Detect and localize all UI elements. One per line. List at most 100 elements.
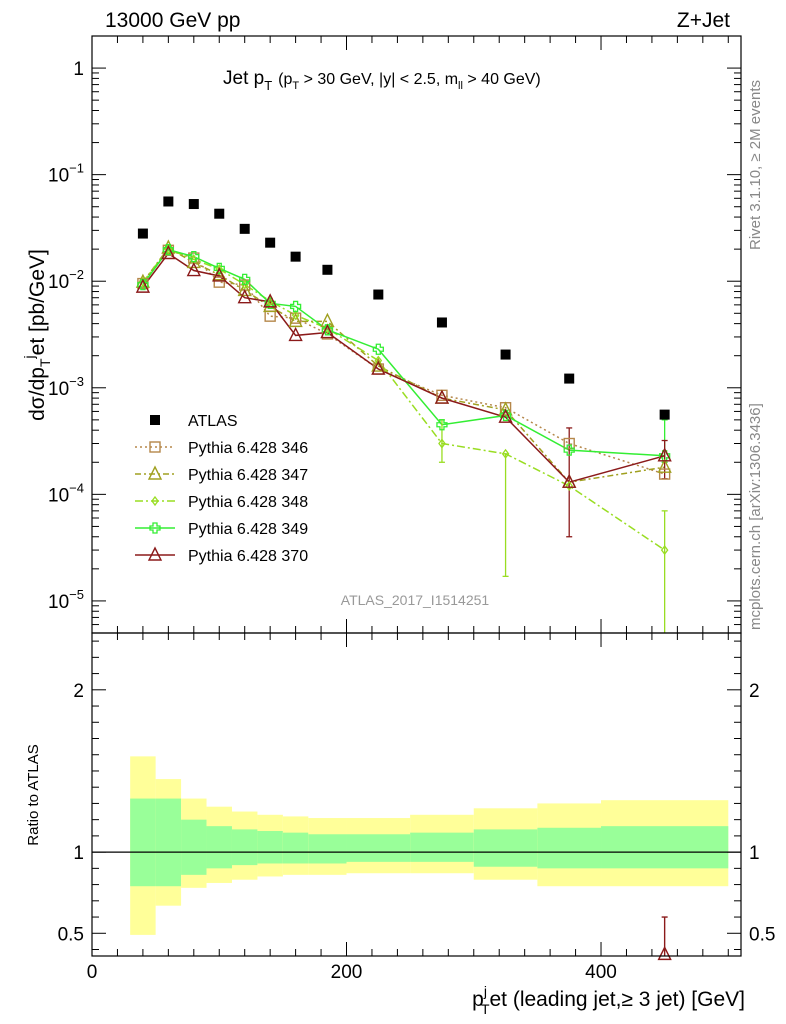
data-point-marker xyxy=(291,310,300,321)
data-point-marker xyxy=(137,228,148,239)
main-y-tick-label-base: 10 xyxy=(48,166,69,187)
data-point-marker xyxy=(186,253,201,269)
data-point-marker xyxy=(658,468,671,480)
data-point-marker xyxy=(289,300,302,313)
watermark: ATLAS_2017_I1514251 xyxy=(341,592,490,608)
data-point-marker xyxy=(501,448,510,459)
data-point-marker xyxy=(188,251,200,263)
x-axis-label-sup: j xyxy=(483,983,487,999)
main-y-tick-label-base: 10 xyxy=(48,379,69,400)
x-axis-ticks: 0 200 400 xyxy=(87,36,729,983)
data-point-marker xyxy=(263,293,278,308)
data-point-marker xyxy=(500,349,511,360)
data-point-marker xyxy=(436,419,448,431)
plot-title-cuts-b-sub: ll xyxy=(458,80,463,92)
plot-title-cuts-c: > 40 GeV) xyxy=(463,71,541,88)
series-line xyxy=(142,249,665,475)
data-point-marker xyxy=(264,297,276,309)
data-point-marker xyxy=(321,328,334,340)
main-y-tick-label: 10−2 xyxy=(48,267,84,293)
data-point-marker xyxy=(288,326,303,342)
data-point-marker xyxy=(149,522,161,534)
data-point-marker xyxy=(265,237,276,248)
data-point-marker xyxy=(434,389,450,404)
data-point-marker xyxy=(565,480,574,491)
data-point-marker xyxy=(374,355,383,366)
data-point-marker xyxy=(239,223,250,234)
data-point-marker xyxy=(212,267,227,282)
data-point-marker xyxy=(322,264,333,275)
data-point-marker xyxy=(498,401,513,416)
main-y-tick-label-exp: −2 xyxy=(69,267,84,282)
data-point-marker xyxy=(564,373,575,384)
ratio-y-tick-label-right: 1 xyxy=(749,843,760,864)
legend-label: Pythia 6.428 370 xyxy=(188,548,308,565)
main-panel: 110−110−210−310−410−5 Jet pT (pT > 30 GeV… xyxy=(48,35,742,634)
main-y-tick-label-exp: −1 xyxy=(69,161,84,176)
x-tick-label: 0 xyxy=(87,962,98,983)
data-point-marker xyxy=(562,473,577,488)
ratio-point-marker xyxy=(657,945,672,961)
ratio-band-inner xyxy=(206,826,232,869)
legend: ATLAS Pythia 6.428 346 Pythia 6.428 347 Pyt… xyxy=(135,413,308,565)
x-tick-label: 400 xyxy=(585,962,617,983)
ratio-band-inner xyxy=(601,826,729,869)
data-point-marker xyxy=(436,317,447,328)
y-axis-label-main-sup: j xyxy=(21,355,37,359)
data-point-marker xyxy=(660,544,669,556)
data-point-marker xyxy=(213,276,225,288)
ratio-band-inner xyxy=(257,831,283,864)
x-axis-label-sub: T xyxy=(481,1001,490,1017)
main-y-tick-label-base: 10 xyxy=(48,485,69,506)
data-point-marker xyxy=(373,289,384,300)
ratio-band-inner xyxy=(231,829,258,866)
legend-label: Pythia 6.428 348 xyxy=(188,494,308,511)
plot-title-main-sub: T xyxy=(264,78,272,93)
data-point-marker xyxy=(657,458,672,473)
main-y-tick-label: 10−4 xyxy=(48,480,84,506)
data-point-marker xyxy=(563,437,575,450)
x-tick-label: 200 xyxy=(331,962,363,983)
data-point-marker xyxy=(186,261,201,277)
ratio-y-tick-label-left: 1 xyxy=(73,843,84,864)
main-y-tick-label: 10−5 xyxy=(48,587,84,613)
data-point-marker xyxy=(264,310,276,322)
data-point-marker xyxy=(149,441,161,453)
ratio-band-inner xyxy=(282,832,309,864)
data-point-marker xyxy=(214,208,225,219)
plot-title-cuts-a: (p xyxy=(278,71,292,88)
side-label-mcplots: mcplots.cern.ch [arXiv:1306.3436] xyxy=(747,403,764,630)
main-y-tick-label-exp: −3 xyxy=(69,374,84,389)
data-point-marker xyxy=(147,465,163,480)
ratio-y-tick-label-left: 0.5 xyxy=(58,924,84,945)
y-axis-label-main-base: dσ/dp xyxy=(26,367,49,421)
data-point-marker xyxy=(135,278,151,293)
y-axis-label-main-rest: et [pb/GeV] xyxy=(26,249,49,355)
ratio-y-tick-label-right: 0.5 xyxy=(749,924,775,945)
legend-label: Pythia 6.428 349 xyxy=(188,521,308,538)
header-right: Z+Jet xyxy=(677,9,730,32)
series-line xyxy=(142,252,665,484)
main-plot-layer xyxy=(135,196,672,633)
ratio-band-inner xyxy=(155,798,182,887)
ratio-band-inner xyxy=(181,819,207,875)
data-point-marker xyxy=(239,273,251,286)
ratio-band-inner xyxy=(308,834,347,864)
main-y-tick-label-base: 1 xyxy=(73,59,84,80)
data-point-marker xyxy=(162,243,175,256)
plot-title-cuts-a-sub: T xyxy=(292,80,299,92)
x-axis-label-rest: et (leading jet,≥ 3 jet) [GeV] xyxy=(490,988,746,1011)
x-axis-label-base: p xyxy=(472,988,484,1011)
data-point-marker xyxy=(371,360,386,375)
main-y-tick-label-exp: −4 xyxy=(69,480,84,495)
ratio-panel-frame xyxy=(91,632,742,957)
main-y-tick-label-base: 10 xyxy=(48,592,69,613)
ratio-band-inner xyxy=(537,827,602,869)
data-point-marker xyxy=(657,447,672,462)
main-y-tick-label: 10−1 xyxy=(48,161,84,187)
data-point-marker xyxy=(161,244,176,260)
data-point-marker xyxy=(237,289,252,304)
side-label-rivet: Rivet 3.1.10, ≥ 2M events xyxy=(747,80,764,250)
main-panel-frame xyxy=(91,35,742,634)
